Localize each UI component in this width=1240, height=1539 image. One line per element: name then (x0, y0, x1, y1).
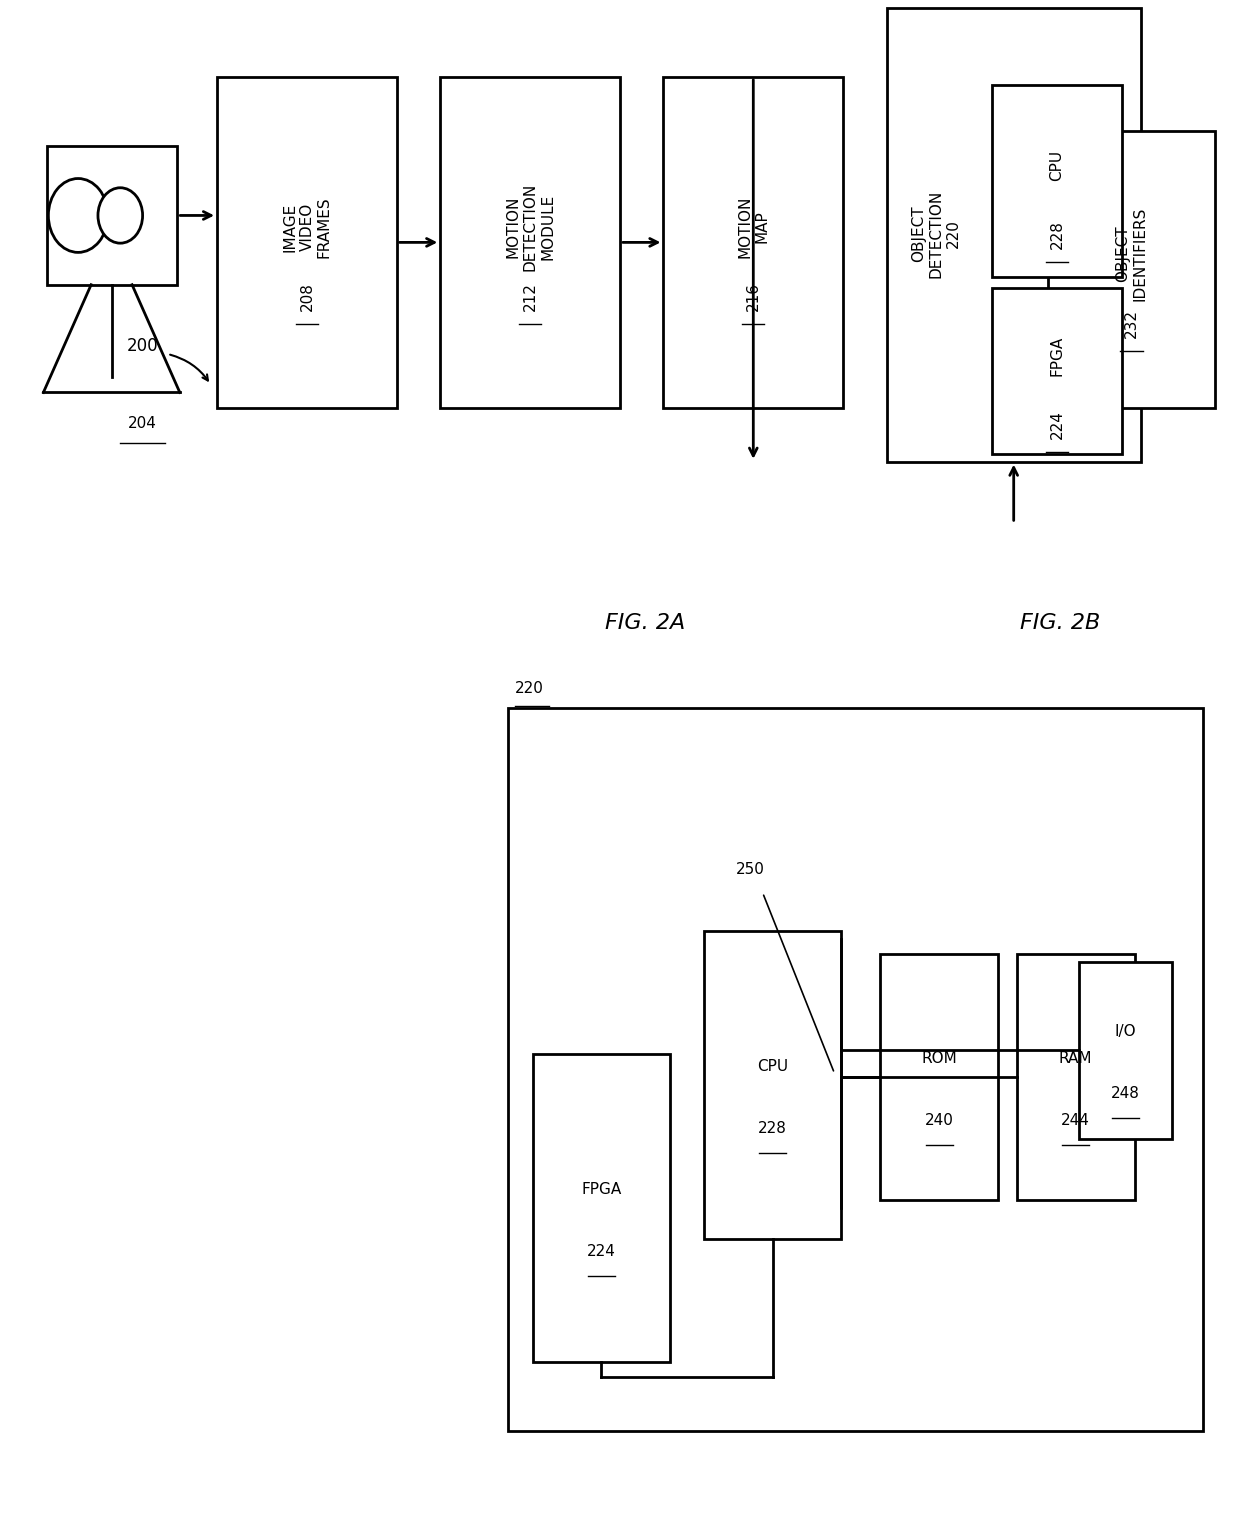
Text: 200: 200 (126, 337, 159, 356)
Text: MOTION
DETECTION
MODULE: MOTION DETECTION MODULE (505, 183, 556, 271)
Bar (1048, 131, 1215, 408)
Circle shape (98, 188, 143, 243)
Text: 216: 216 (745, 282, 761, 311)
Text: 240: 240 (925, 1113, 954, 1128)
Text: OBJECT
IDENTIFIERS: OBJECT IDENTIFIERS (1115, 206, 1148, 302)
Text: 250: 250 (735, 862, 765, 877)
Bar (217, 77, 397, 408)
Bar (508, 708, 1203, 1431)
Text: 208: 208 (299, 282, 315, 311)
Text: 228: 228 (758, 1120, 787, 1136)
Text: 248: 248 (1111, 1087, 1140, 1100)
Bar (1079, 962, 1172, 1139)
Text: RAM: RAM (1059, 1051, 1092, 1067)
Text: IMAGE
VIDEO
FRAMES: IMAGE VIDEO FRAMES (281, 195, 332, 259)
Text: FPGA: FPGA (582, 1182, 621, 1197)
Bar (992, 85, 1122, 277)
Text: 224: 224 (1049, 411, 1065, 439)
Bar (704, 931, 841, 1239)
Text: CPU: CPU (756, 1059, 789, 1074)
Text: 212: 212 (522, 282, 538, 311)
Bar (887, 8, 1141, 462)
Text: 228: 228 (1049, 220, 1065, 249)
Text: 232: 232 (1123, 309, 1140, 337)
Bar (533, 1054, 670, 1362)
Text: ROM: ROM (921, 1051, 957, 1067)
Text: 244: 244 (1061, 1113, 1090, 1128)
Text: MOTION
MAP: MOTION MAP (737, 195, 770, 259)
Text: FIG. 2A: FIG. 2A (605, 614, 684, 633)
Bar (992, 288, 1122, 454)
Text: 204: 204 (128, 416, 157, 431)
Bar (1017, 954, 1135, 1200)
Circle shape (48, 179, 108, 252)
Bar (880, 954, 998, 1200)
Text: 224: 224 (587, 1244, 616, 1259)
Text: 220: 220 (515, 680, 543, 696)
Text: FIG. 2B: FIG. 2B (1021, 614, 1100, 633)
Text: FPGA: FPGA (1049, 336, 1065, 376)
Bar (663, 77, 843, 408)
Bar (440, 77, 620, 408)
Text: OBJECT
DETECTION
220: OBJECT DETECTION 220 (911, 189, 961, 279)
Text: CPU: CPU (1049, 149, 1065, 182)
Text: I/O: I/O (1115, 1025, 1136, 1039)
Bar (47, 146, 177, 285)
